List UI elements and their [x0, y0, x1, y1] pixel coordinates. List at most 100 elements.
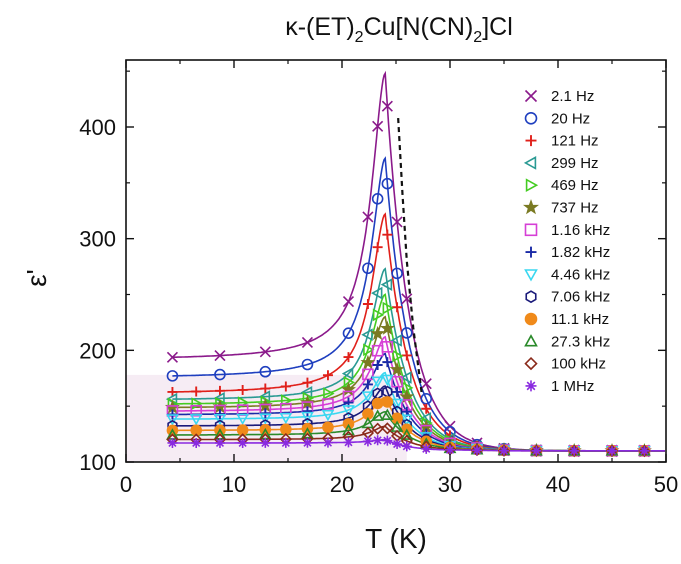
data-point: [259, 346, 271, 358]
data-point: [301, 336, 314, 349]
legend: 2.1 Hz 20 Hz 121 Hz 299 Hz 469 Hz 737 Hz 1.16 …: [522, 88, 610, 395]
data-point: [302, 406, 313, 417]
legend-label: 7.06 kHz: [551, 289, 610, 306]
data-point: [524, 312, 538, 326]
data-point: [392, 349, 404, 363]
data-point: [399, 388, 415, 404]
data-point: [525, 380, 537, 392]
data-point: [371, 376, 384, 388]
data-point: [342, 327, 355, 340]
data-point: [236, 413, 249, 426]
y-tick-label: 200: [79, 338, 116, 363]
svg-text:κ-(ET)2Cu[N(CN)2]Cl: κ-(ET)2Cu[N(CN)2]Cl: [285, 13, 513, 46]
data-point: [214, 349, 226, 362]
data-point: [401, 441, 412, 452]
data-point: [381, 100, 393, 112]
data-point: [524, 89, 538, 103]
data-point: [421, 403, 432, 414]
data-point: [322, 398, 334, 410]
legend-label: 20 Hz: [551, 110, 590, 127]
data-point: [391, 267, 403, 280]
data-point: [213, 413, 227, 426]
data-point: [237, 437, 248, 448]
legend-label: 121 Hz: [551, 133, 599, 150]
data-point: [381, 396, 394, 408]
data-point: [499, 445, 509, 456]
data-point: [391, 375, 403, 388]
y-tick-label: 300: [79, 227, 116, 252]
data-point: [421, 443, 432, 454]
data-point: [372, 242, 383, 253]
data-point: [381, 374, 394, 387]
data-point: [370, 286, 383, 300]
data-point: [382, 229, 393, 240]
data-point: [525, 246, 537, 258]
data-point: [390, 334, 402, 347]
data-point: [371, 397, 384, 410]
legend-label: 2.1 Hz: [551, 88, 594, 105]
axis-ticks: 0 10 20 30 40 50 100 200 300 400: [79, 60, 678, 497]
y-tick-label: 100: [79, 450, 116, 475]
data-point: [280, 423, 292, 436]
legend-label: 100 kHz: [551, 356, 606, 373]
legend-label: 27.3 kHz: [551, 333, 610, 350]
title-sub2: 2: [473, 29, 482, 46]
series-line: [172, 438, 665, 452]
y-axis-label: ε': [21, 269, 52, 287]
x-tick-label: 40: [546, 472, 570, 497]
data-point: [525, 290, 537, 304]
data-point: [400, 428, 414, 440]
data-point: [166, 414, 179, 426]
data-point: [280, 437, 291, 448]
data-point: [382, 357, 393, 368]
data-point: [362, 211, 374, 223]
data-point: [190, 404, 202, 417]
data-point: [362, 379, 373, 390]
data-point: [322, 370, 333, 381]
x-tick-label: 10: [222, 472, 246, 497]
legend-label: 1.82 kHz: [551, 244, 610, 261]
data-point: [445, 444, 455, 455]
data-point: [382, 435, 393, 446]
data-point: [382, 301, 395, 315]
title-mid: Cu[N(CN): [364, 13, 474, 41]
data-point: [370, 325, 386, 341]
data-point: [167, 437, 178, 448]
data-point: [167, 386, 178, 397]
data-point: [472, 445, 482, 456]
data-point: [522, 199, 540, 215]
data-point: [391, 216, 403, 228]
title-main: κ-(ET): [285, 13, 354, 41]
data-point: [420, 378, 432, 390]
data-point: [342, 423, 355, 436]
data-point: [279, 412, 293, 425]
data-point: [166, 370, 179, 382]
x-tick-label: 0: [120, 472, 132, 497]
data-point: [259, 365, 272, 378]
data-point: [381, 177, 394, 190]
data-point: [191, 437, 202, 448]
data-point: [400, 414, 414, 426]
data-point: [524, 269, 538, 282]
x-tick-label: 20: [330, 472, 354, 497]
chart-title: κ-(ET)2Cu[N(CN)2]Cl: [285, 13, 513, 46]
data-point: [237, 384, 248, 395]
data-point: [372, 359, 383, 370]
data-point: [390, 398, 404, 411]
data-point: [389, 361, 405, 376]
data-point: [381, 422, 394, 435]
data-point: [607, 445, 617, 456]
data-point: [524, 112, 538, 125]
data-point: [392, 439, 403, 450]
data-point: [302, 437, 313, 448]
data-point: [214, 385, 225, 396]
data-point: [371, 409, 384, 421]
data-point: [323, 387, 335, 400]
series-curves: [172, 70, 665, 452]
data-point: [260, 383, 271, 394]
data-point: [321, 409, 335, 422]
data-point: [189, 414, 203, 426]
data-point: [341, 367, 354, 380]
data-point: [343, 352, 354, 363]
